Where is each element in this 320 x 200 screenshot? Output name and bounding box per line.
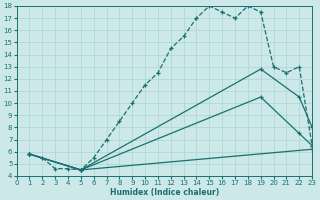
X-axis label: Humidex (Indice chaleur): Humidex (Indice chaleur) <box>110 188 219 197</box>
